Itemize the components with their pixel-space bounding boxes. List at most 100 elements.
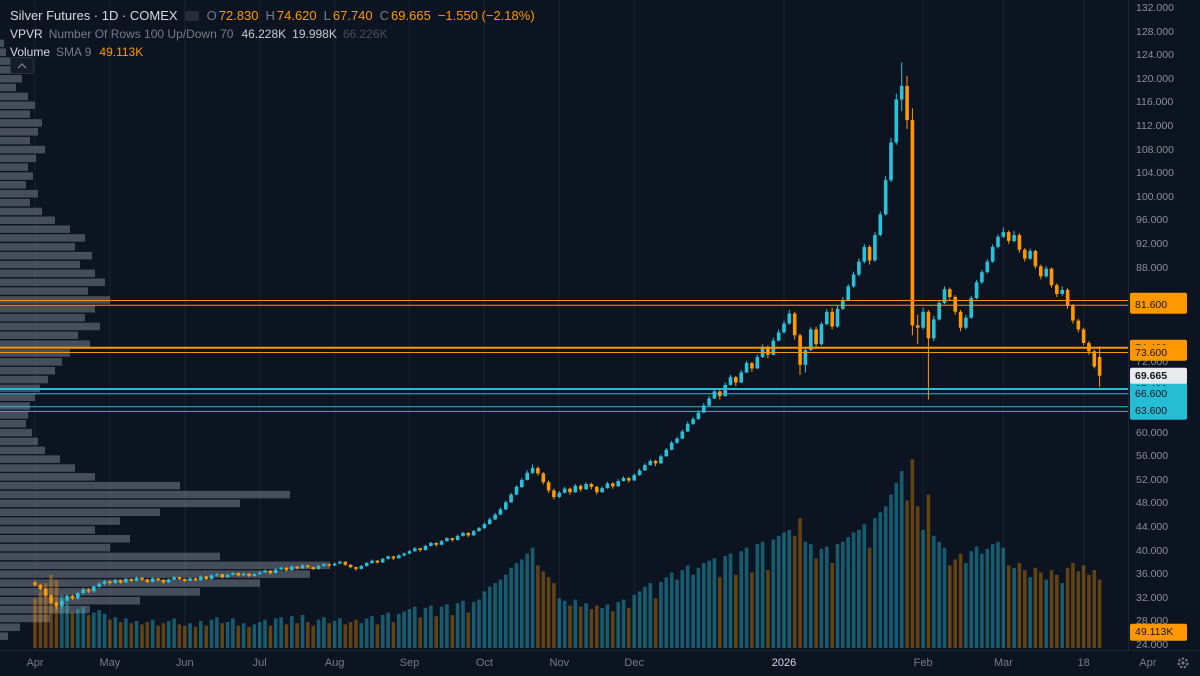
- time-axis[interactable]: Apr May Jun Jul Aug Sep Oct Nov Dec 2026 Feb Mar 18 A…: [0, 650, 1200, 676]
- candle-body: [648, 461, 653, 466]
- volume-bar: [760, 541, 765, 648]
- volume-profile-row: [0, 535, 130, 543]
- price-tick-label: 132.000: [1136, 2, 1174, 14]
- vpvr-total-volume-value: 66.226K: [342, 26, 388, 41]
- volume-bar: [504, 574, 508, 648]
- candle-body: [675, 438, 679, 443]
- time-axis-label: Dec: [624, 657, 644, 669]
- candle-body: [1028, 251, 1032, 259]
- volume-bar: [643, 586, 647, 648]
- candle-body: [932, 319, 936, 339]
- symbol-title[interactable]: Silver Futures · 1D · COMEX: [10, 8, 178, 23]
- volume-bar: [680, 570, 685, 648]
- chart-pane[interactable]: [0, 0, 1128, 650]
- candle-body: [835, 308, 840, 327]
- candle-body: [980, 272, 984, 283]
- volume-bar: [434, 616, 438, 648]
- candle-body: [1006, 232, 1011, 241]
- volume-bar: [284, 624, 289, 648]
- candle-body: [1033, 251, 1038, 267]
- candle-body: [413, 548, 417, 552]
- candle-body: [990, 246, 995, 262]
- price-tick-label: 32.000: [1136, 591, 1169, 604]
- candle-body: [509, 494, 513, 503]
- candle-body: [322, 564, 326, 566]
- candle-body: [659, 456, 663, 464]
- candle-body: [696, 412, 701, 420]
- volume-bar: [1071, 563, 1075, 648]
- volume-profile-row: [0, 597, 140, 605]
- price-tick-label: 120.000: [1136, 72, 1174, 85]
- indicator-vpvr-title[interactable]: VPVR: [10, 26, 43, 41]
- volume-bar: [1087, 574, 1091, 648]
- candle-body: [364, 563, 369, 566]
- symbol-marker-icon[interactable]: [184, 10, 199, 21]
- volume-profile-row: [0, 163, 28, 171]
- candle-body: [193, 578, 198, 581]
- time-axis-label: Feb: [913, 657, 933, 669]
- candle-body: [819, 324, 824, 345]
- price-level-label: 66.600: [1130, 385, 1187, 402]
- ohlc-open: O 72.830: [207, 8, 259, 23]
- candle-body: [985, 261, 990, 273]
- candle-body: [653, 461, 658, 464]
- collapse-legend-button[interactable]: [10, 57, 34, 74]
- candle-body: [172, 577, 176, 580]
- candle-body: [284, 567, 289, 571]
- volume-bar: [578, 606, 583, 648]
- candle-body: [188, 578, 192, 581]
- time-axis-label: Nov: [549, 657, 570, 669]
- chevron-up-icon: [17, 62, 27, 68]
- volume-bar: [776, 535, 781, 648]
- volume-bar: [562, 600, 567, 648]
- volume-bar: [268, 625, 273, 648]
- price-level-label: 63.600: [1130, 403, 1187, 420]
- price-chart-canvas[interactable]: [0, 0, 1128, 650]
- volume-bar: [145, 622, 150, 648]
- time-axis-label: 2026: [771, 657, 797, 669]
- volume-bar: [744, 547, 749, 648]
- price-tick-label: 104.000: [1136, 167, 1174, 180]
- candle-body: [81, 589, 85, 594]
- volume-bar: [461, 600, 465, 648]
- volume-bar: [236, 625, 241, 648]
- candle-body: [728, 377, 733, 385]
- volume-profile-row: [0, 145, 45, 154]
- candle-body: [102, 581, 107, 584]
- volume-bar: [691, 574, 695, 648]
- volume-bar: [1044, 579, 1048, 648]
- volume-bar: [225, 622, 230, 648]
- price-tick-label: 48.000: [1136, 497, 1169, 510]
- volume-bar: [306, 622, 310, 648]
- volume-bar: [611, 611, 615, 648]
- candle-body: [397, 555, 401, 559]
- volume-profile-row: [0, 579, 260, 587]
- candle-body: [375, 560, 380, 563]
- volume-bar: [113, 617, 118, 648]
- settings-gear-icon[interactable]: [1176, 656, 1190, 670]
- volume-profile-row: [0, 473, 95, 481]
- volume-bar: [1017, 563, 1022, 648]
- price-tick-label: 112.000: [1136, 120, 1174, 132]
- volume-profile-row: [0, 331, 78, 339]
- indicator-volume-title[interactable]: Volume: [10, 44, 51, 59]
- legend-volume-row: Volume SMA 9 49.113K: [10, 43, 535, 60]
- candle-body: [739, 372, 743, 383]
- volume-bar: [38, 591, 43, 648]
- volume-bar: [766, 570, 770, 648]
- candle-body: [461, 532, 465, 536]
- volume-bar: [584, 603, 588, 648]
- candle-body: [541, 473, 546, 483]
- volume-profile-row: [0, 526, 95, 534]
- volume-bar: [712, 558, 717, 648]
- volume-bar: [413, 606, 417, 648]
- candle-body: [750, 363, 754, 369]
- volume-bar: [648, 583, 653, 648]
- volume-bar: [102, 613, 107, 648]
- candle-body: [664, 449, 669, 457]
- volume-sma-label: 49.113K: [1130, 623, 1187, 641]
- candle-body: [1065, 289, 1070, 306]
- price-axis[interactable]: 132.000 128.000 124.000 120.000 116.000 112.0…: [1128, 0, 1200, 651]
- candle-body: [851, 274, 856, 287]
- candle-body: [493, 514, 497, 520]
